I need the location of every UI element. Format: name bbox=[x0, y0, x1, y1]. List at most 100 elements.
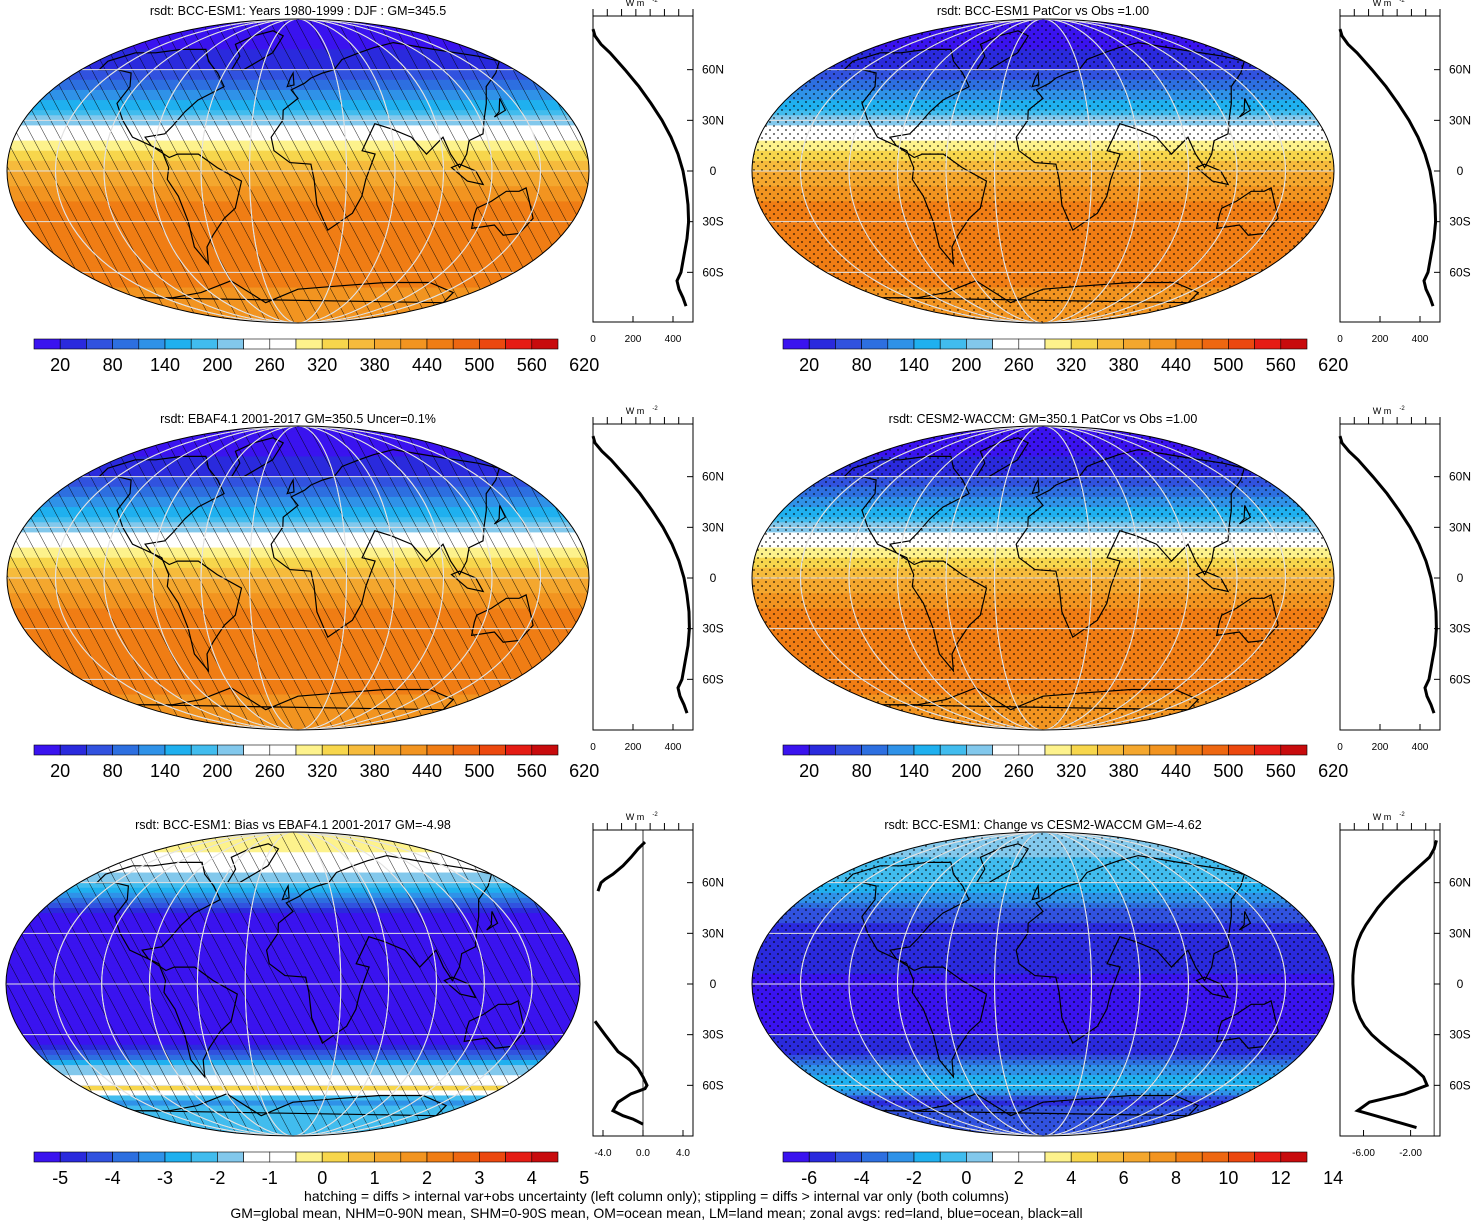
profile-lat-label: 60N bbox=[702, 470, 724, 484]
colorbar-swatch bbox=[1070, 338, 1098, 350]
graticule-lon bbox=[800, 426, 1286, 730]
coastline bbox=[95, 861, 238, 1079]
colorbar-tick-label: 440 bbox=[412, 355, 442, 375]
colorbar-swatch bbox=[531, 1151, 559, 1163]
map-border bbox=[6, 425, 590, 731]
colorbar-swatch bbox=[321, 1151, 349, 1163]
zonal-mean-line bbox=[596, 841, 647, 892]
colorbar-tick-label: 20 bbox=[50, 355, 70, 375]
coastline bbox=[137, 687, 455, 711]
profile-lat-label: 60S bbox=[702, 265, 723, 279]
colorbar-tick-label: 260 bbox=[255, 355, 285, 375]
coastline bbox=[493, 505, 507, 525]
graticule-lon bbox=[897, 832, 1189, 1136]
coastline bbox=[493, 98, 507, 118]
graticule-lon bbox=[55, 426, 541, 730]
colorbar-tick-label: 440 bbox=[1161, 761, 1191, 781]
colorbar-swatch bbox=[782, 744, 810, 756]
coastline bbox=[882, 280, 1200, 304]
profile-x-tick-label: 400 bbox=[1412, 742, 1429, 753]
colorbar-swatch bbox=[939, 1151, 967, 1163]
coastline bbox=[1015, 854, 1246, 1045]
colorbar-swatch bbox=[479, 1151, 506, 1163]
coastline bbox=[281, 883, 290, 901]
profile-x-tick-label: 0 bbox=[590, 334, 596, 345]
colorbar-swatch bbox=[138, 1151, 166, 1163]
colorbar-swatch bbox=[33, 1151, 61, 1163]
colorbar-swatch bbox=[190, 1151, 218, 1163]
colorbar-swatch bbox=[269, 1151, 297, 1163]
colorbar-swatch bbox=[1018, 1151, 1046, 1163]
colorbar-swatch bbox=[295, 1151, 323, 1163]
colorbar-tick-label: -3 bbox=[157, 1168, 173, 1188]
colorbar-swatch bbox=[1254, 1151, 1282, 1163]
colorbar-swatch bbox=[913, 1151, 941, 1163]
profile-lat-label: 0 bbox=[710, 571, 717, 585]
profile-lat-label: 30S bbox=[1449, 215, 1470, 229]
graticule-lon bbox=[196, 832, 390, 1136]
coastline bbox=[1031, 477, 1040, 495]
profile-lat-label: 0 bbox=[710, 977, 717, 991]
map-1 bbox=[752, 19, 1334, 323]
profile-lat-label: 60S bbox=[1449, 1078, 1470, 1092]
map-4 bbox=[6, 832, 580, 1136]
colorbar-swatch bbox=[1175, 744, 1203, 756]
graticule-lon bbox=[149, 832, 437, 1136]
colorbar-tick-label: 320 bbox=[1056, 761, 1086, 781]
profile-x-tick-label: 0 bbox=[590, 742, 596, 753]
profile-lat-label: 30N bbox=[702, 113, 724, 127]
graticule-lon bbox=[200, 426, 396, 730]
colorbar-swatch bbox=[400, 1151, 428, 1163]
profile-lat-label: 30N bbox=[702, 520, 724, 534]
zonal-mean-line bbox=[591, 435, 691, 714]
coastline bbox=[270, 448, 501, 639]
colorbar-swatch bbox=[505, 744, 533, 756]
profile-lat-label: 30N bbox=[1449, 113, 1471, 127]
colorbar-tick-label: 0 bbox=[961, 1168, 971, 1188]
coastline bbox=[842, 455, 988, 673]
colorbar-swatch bbox=[426, 1151, 454, 1163]
colorbar-swatch bbox=[531, 744, 559, 756]
panel-title: rsdt: EBAF4.1 2001-2017 GM=350.5 Uncer=0… bbox=[160, 412, 436, 426]
colorbar-tick-label: 0 bbox=[317, 1168, 327, 1188]
profile-x-tick-label: 200 bbox=[625, 334, 642, 345]
profile-lat-label: 30S bbox=[1449, 622, 1470, 636]
colorbar-swatch bbox=[887, 744, 915, 756]
map-border bbox=[751, 18, 1335, 324]
coastline bbox=[230, 30, 285, 71]
colorbar-tick-label: 260 bbox=[1004, 355, 1034, 375]
colorbar-swatch bbox=[1070, 1151, 1098, 1163]
graticule-lon bbox=[101, 832, 485, 1136]
profile-lat-label: 30N bbox=[702, 926, 724, 940]
zonal-mean-line bbox=[1351, 839, 1438, 1130]
colorbar-swatch bbox=[164, 744, 192, 756]
colorbar-swatch bbox=[1228, 1151, 1255, 1163]
colorbar-tick-label: 2 bbox=[422, 1168, 432, 1188]
graticule-lon bbox=[103, 426, 493, 730]
coastline bbox=[1015, 448, 1246, 639]
coastline bbox=[470, 594, 534, 643]
colorbar-tick-label: 140 bbox=[150, 761, 180, 781]
colorbar-tick-label: 380 bbox=[1109, 355, 1139, 375]
profile-lat-label: 0 bbox=[1457, 571, 1464, 585]
zonal-mean-line bbox=[1338, 28, 1438, 307]
colorbar-tick-label: 12 bbox=[1271, 1168, 1291, 1188]
colorbar-tick-label: 200 bbox=[202, 355, 232, 375]
colorbar-swatch bbox=[782, 338, 810, 350]
colorbar-tick-label: 200 bbox=[951, 761, 981, 781]
colorbar-swatch bbox=[59, 1151, 87, 1163]
colorbar-swatch bbox=[1123, 338, 1151, 350]
colorbar-tick-label: 5 bbox=[579, 1168, 589, 1188]
colorbar-swatch bbox=[217, 1151, 244, 1163]
colorbar-swatch bbox=[1201, 338, 1229, 350]
colorbar-tick-label: 500 bbox=[464, 355, 494, 375]
colorbar-tick-label: 260 bbox=[255, 761, 285, 781]
coastline bbox=[286, 477, 295, 495]
graticule-lon bbox=[800, 19, 1286, 323]
graticule-lon bbox=[897, 19, 1189, 323]
colorbar-swatch bbox=[86, 338, 113, 350]
colorbar-swatch bbox=[1097, 338, 1124, 350]
panel-2: rsdt: EBAF4.1 2001-2017 GM=350.5 Uncer=0… bbox=[6, 406, 724, 781]
colorbar-swatch bbox=[1097, 1151, 1124, 1163]
colorbar-swatch bbox=[1254, 744, 1282, 756]
